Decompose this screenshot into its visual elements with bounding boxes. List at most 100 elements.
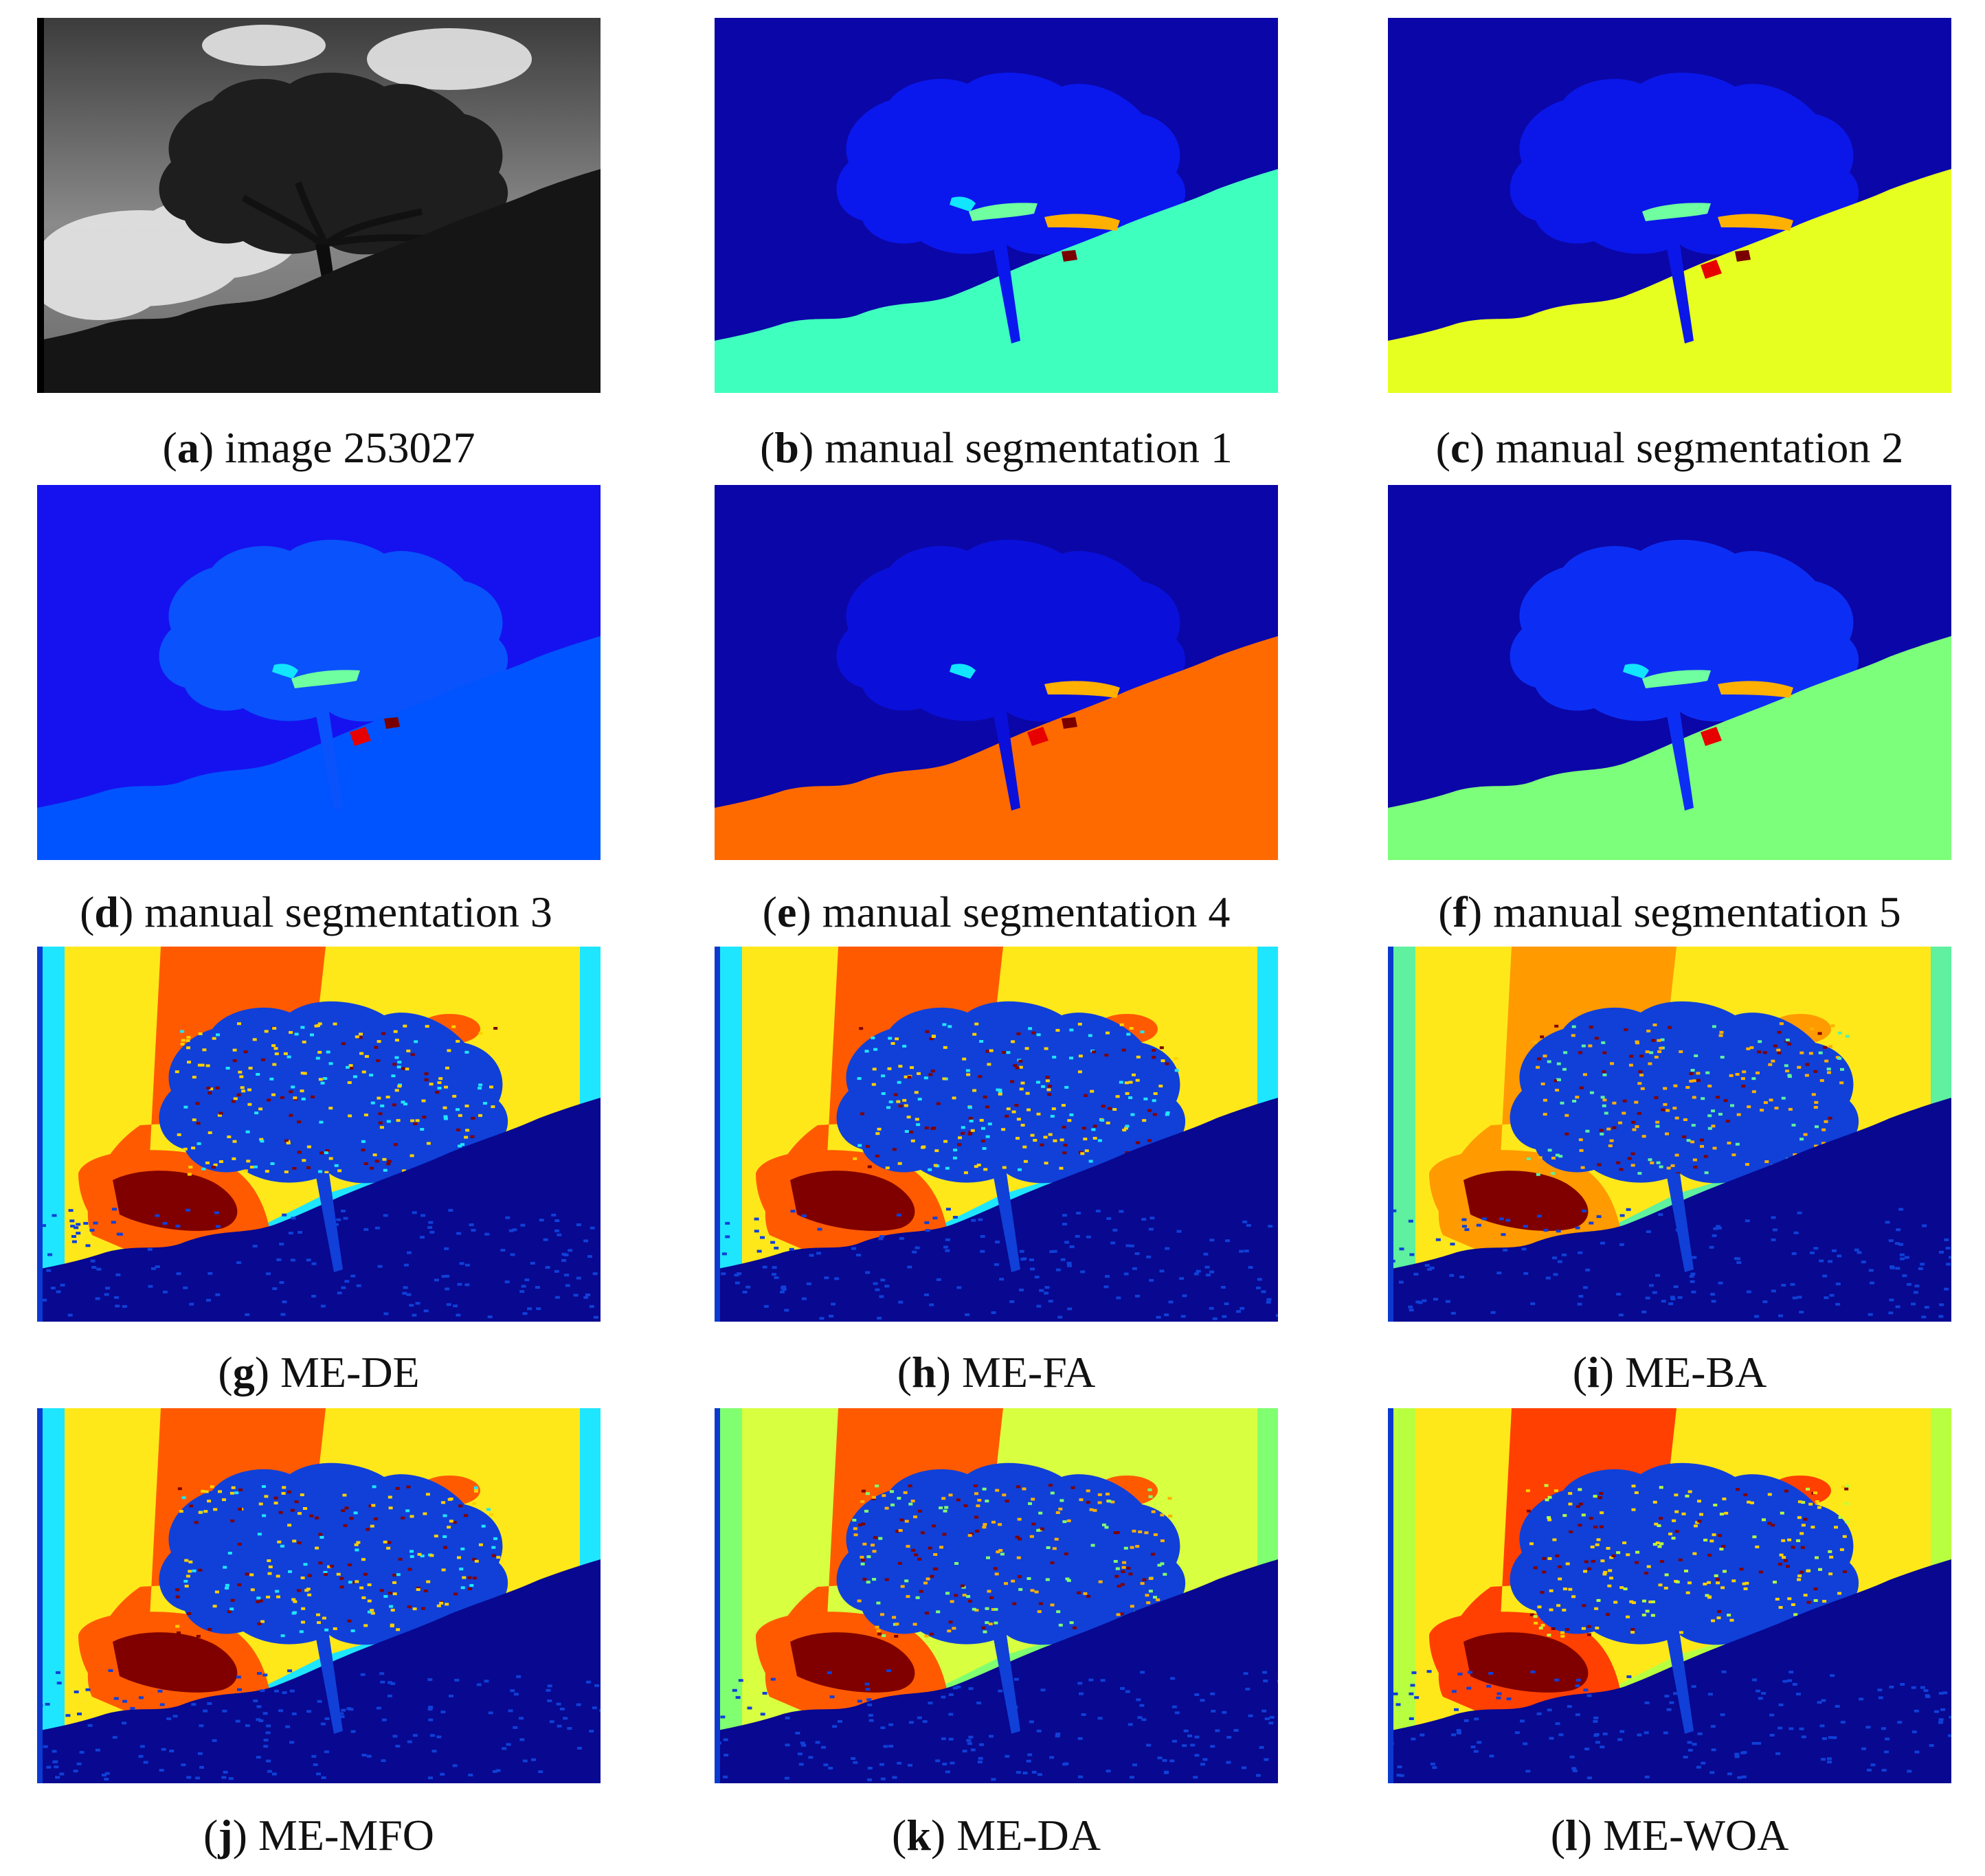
panel-d-manual-segmentation-3 xyxy=(37,485,601,860)
class-canopy xyxy=(159,1001,508,1184)
caption-g: (g) ME-DE xyxy=(218,1348,420,1397)
panel-c-manual-segmentation-2 xyxy=(1388,18,1951,393)
class-speckle xyxy=(1525,1484,1850,1638)
class-speckle xyxy=(1526,1022,1850,1176)
class-speckle xyxy=(853,1022,1179,1175)
segment-detail xyxy=(1718,214,1793,231)
panel-f-manual-segmentation-5 xyxy=(1388,485,1951,860)
class-ground-speckle xyxy=(38,1669,601,1781)
class-ground-speckle xyxy=(1389,1670,1951,1780)
segment-detail xyxy=(272,664,298,679)
caption-j: (j) ME-MFO xyxy=(203,1811,434,1860)
class-ground xyxy=(37,1098,601,1322)
segment-ground xyxy=(37,636,601,860)
segment-detail xyxy=(1642,203,1711,221)
segment-canopy xyxy=(159,539,508,722)
segment-detail xyxy=(1027,727,1048,746)
panel-e-manual-segmentation-4 xyxy=(715,485,1278,860)
class-trunk xyxy=(993,1635,1020,1734)
caption-k: (k) ME-DA xyxy=(892,1811,1101,1860)
segment-canopy xyxy=(1510,72,1859,255)
segment-detail xyxy=(1062,250,1077,262)
caption-h: (h) ME-FA xyxy=(897,1348,1096,1397)
segment-trunk xyxy=(1666,245,1694,343)
class-canopy xyxy=(836,1462,1186,1645)
left-border xyxy=(1388,947,1393,1322)
class-ground-speckle xyxy=(41,1208,598,1319)
class-speckle xyxy=(175,1485,501,1638)
segment-detail xyxy=(291,670,360,688)
segment-ground xyxy=(1388,169,1951,393)
segment-detail xyxy=(384,717,400,729)
class-trunk xyxy=(1666,1635,1694,1734)
segment-detail xyxy=(1701,260,1722,279)
class-inner xyxy=(790,1171,915,1231)
left-border xyxy=(715,947,720,1322)
tree-branch xyxy=(295,181,329,247)
caption-d: (d) manual segmentation 3 xyxy=(80,888,552,936)
class-inner xyxy=(790,1632,915,1693)
class-speckle xyxy=(175,1022,498,1176)
segment-canopy xyxy=(836,72,1186,255)
hillside xyxy=(37,169,601,393)
tree-branch xyxy=(241,194,325,247)
segment-detail xyxy=(950,664,976,679)
class-trunk xyxy=(315,1635,343,1734)
caption-f: (f) manual segmentation 5 xyxy=(1438,888,1901,936)
class-ground xyxy=(37,1559,601,1783)
segment-detail xyxy=(1701,727,1722,746)
class-canopy xyxy=(836,1001,1186,1184)
segment-detail xyxy=(1044,214,1120,231)
panel-a-grayscale-image xyxy=(37,18,601,393)
class-inner xyxy=(113,1171,238,1231)
panel-k-me-da xyxy=(715,1408,1278,1783)
class-inner xyxy=(1463,1632,1589,1693)
left-border xyxy=(715,1408,720,1783)
class-trunk xyxy=(993,1173,1020,1272)
left-border xyxy=(37,1408,43,1783)
segment-detail xyxy=(1623,664,1649,679)
class-trunk xyxy=(1666,1173,1694,1272)
segment-detail xyxy=(1044,681,1120,698)
segment-trunk xyxy=(1666,712,1694,811)
class-ground xyxy=(1388,1098,1951,1322)
class-speckle xyxy=(852,1484,1174,1638)
class-trunk xyxy=(315,1173,343,1272)
segment-detail xyxy=(950,196,976,212)
panel-i-me-ba xyxy=(1388,947,1951,1322)
class-canopy xyxy=(1510,1001,1859,1184)
caption-a: (a) image 253027 xyxy=(162,423,475,472)
panel-l-me-woa xyxy=(1388,1408,1951,1783)
segment-canopy xyxy=(1510,539,1859,722)
segment-detail xyxy=(1062,717,1077,729)
class-inner xyxy=(113,1632,238,1693)
class-ground xyxy=(715,1098,1278,1322)
panel-j-me-mfo xyxy=(37,1408,601,1783)
class-ground xyxy=(715,1559,1278,1783)
class-ground xyxy=(1388,1559,1951,1783)
left-border xyxy=(37,18,44,393)
segment-ground xyxy=(715,636,1278,860)
class-ground-speckle xyxy=(721,1208,1278,1320)
panel-g-me-de xyxy=(37,947,601,1322)
caption-l: (l) ME-WOA xyxy=(1550,1811,1789,1860)
caption-b: (b) manual segmentation 1 xyxy=(760,423,1233,472)
panel-h-me-fa xyxy=(715,947,1278,1322)
left-border xyxy=(1388,1408,1393,1783)
segment-trunk xyxy=(993,712,1020,811)
class-inner xyxy=(1463,1171,1589,1231)
caption-c: (c) manual segmentation 2 xyxy=(1435,423,1904,472)
panel-b-manual-segmentation-1 xyxy=(715,18,1278,393)
class-ground-speckle xyxy=(1390,1208,1951,1319)
segment-ground xyxy=(715,169,1278,393)
segment-detail xyxy=(969,203,1038,221)
segment-detail xyxy=(1642,670,1711,688)
class-canopy xyxy=(159,1462,508,1645)
left-border xyxy=(37,947,43,1322)
caption-i: (i) ME-BA xyxy=(1572,1348,1767,1397)
segment-detail xyxy=(350,727,371,746)
class-ground-speckle xyxy=(715,1669,1278,1781)
segment-canopy xyxy=(836,539,1186,722)
segment-ground xyxy=(1388,636,1951,860)
